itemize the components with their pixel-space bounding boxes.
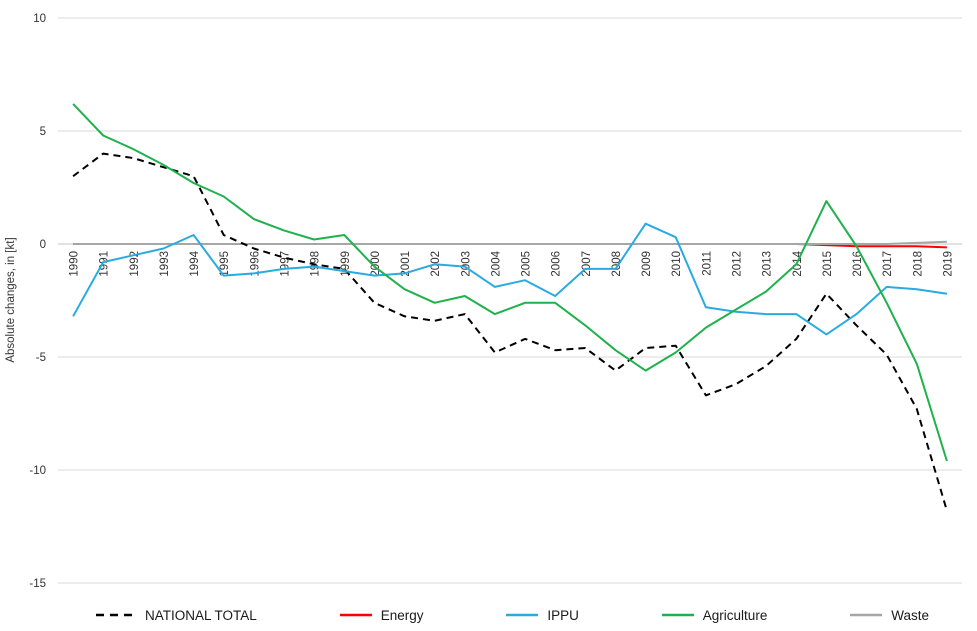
x-tick-label: 2019: [942, 251, 954, 277]
agriculture-line-swatch: [661, 613, 694, 617]
legend-label-ippu: IPPU: [547, 607, 579, 623]
x-tick-label: 2006: [551, 251, 563, 277]
y-tick-label: -5: [36, 352, 46, 364]
x-tick-label: 2010: [671, 251, 683, 277]
series-lines: [72, 103, 948, 511]
ippu-line-swatch: [506, 613, 539, 617]
x-tick-label: 1994: [189, 250, 201, 276]
y-tick-label: 5: [40, 126, 46, 138]
legend-label-energy: Energy: [380, 607, 424, 623]
legend-item-ippu[interactable]: IPPU: [505, 608, 579, 623]
series-line-ippu: [72, 222, 948, 336]
gridlines: [58, 17, 962, 584]
series-line-national-total: [72, 152, 948, 511]
x-tick-label: 2007: [581, 251, 593, 277]
legend-item-energy[interactable]: Energy: [339, 607, 424, 623]
waste-line-swatch: [850, 613, 883, 617]
plot-area: Absolute changes, in [kt] 10 5 0 -5 -10 -15 1…: [5, 13, 962, 590]
y-tick-label: -15: [29, 578, 46, 590]
x-tick-label: 2004: [490, 250, 502, 276]
x-tick-label: 1997: [280, 251, 292, 277]
y-axis-tick-labels: 10 5 0 -5 -10 -15: [29, 13, 46, 590]
legend-label-waste: Waste: [891, 607, 929, 623]
x-tick-label: 2012: [732, 251, 744, 277]
x-tick-label: 2013: [762, 251, 774, 277]
x-tick-label: 2003: [460, 251, 472, 277]
x-tick-label: 1992: [129, 251, 141, 277]
x-tick-label: 1996: [249, 251, 261, 277]
x-tick-label: 2016: [852, 251, 864, 277]
x-axis-tick-labels: 1990 1991 1992 1993 1994 1995 1996 1997 1998 1999…: [69, 250, 955, 276]
y-tick-label: 0: [40, 239, 46, 251]
y-axis-title: Absolute changes, in [kt]: [5, 237, 17, 362]
legend-item-waste[interactable]: Waste: [849, 608, 929, 623]
series-line-agriculture: [72, 103, 948, 462]
x-tick-label: 2011: [701, 251, 713, 276]
x-tick-label: 2001: [400, 251, 412, 277]
x-tick-label: 2008: [611, 251, 623, 277]
legend-item-national-total[interactable]: NATIONAL TOTAL: [95, 608, 257, 623]
legend-label-national-total: NATIONAL TOTAL: [145, 607, 257, 623]
y-tick-label: 10: [33, 13, 46, 25]
legend-label-agriculture: Agriculture: [702, 607, 768, 623]
x-tick-label: 1993: [159, 251, 171, 277]
national-total-dashed-line-swatch: [96, 613, 136, 617]
x-tick-label: 2009: [641, 251, 653, 277]
legend: NATIONAL TOTAL Energy IPPU Agriculture W…: [95, 603, 929, 627]
x-tick-label: 1990: [69, 251, 81, 277]
series-line-waste: [73, 240, 947, 245]
x-tick-label: 2018: [912, 251, 924, 277]
energy-line-swatch: [339, 613, 372, 617]
x-tick-label: 2017: [882, 251, 894, 277]
x-tick-label: 2015: [822, 251, 834, 277]
x-tick-label: 1991: [99, 251, 111, 277]
x-tick-label: 2005: [521, 251, 533, 277]
legend-item-agriculture[interactable]: Agriculture: [661, 607, 768, 623]
x-tick-label: 1995: [219, 251, 231, 277]
y-tick-label: -10: [29, 465, 46, 477]
